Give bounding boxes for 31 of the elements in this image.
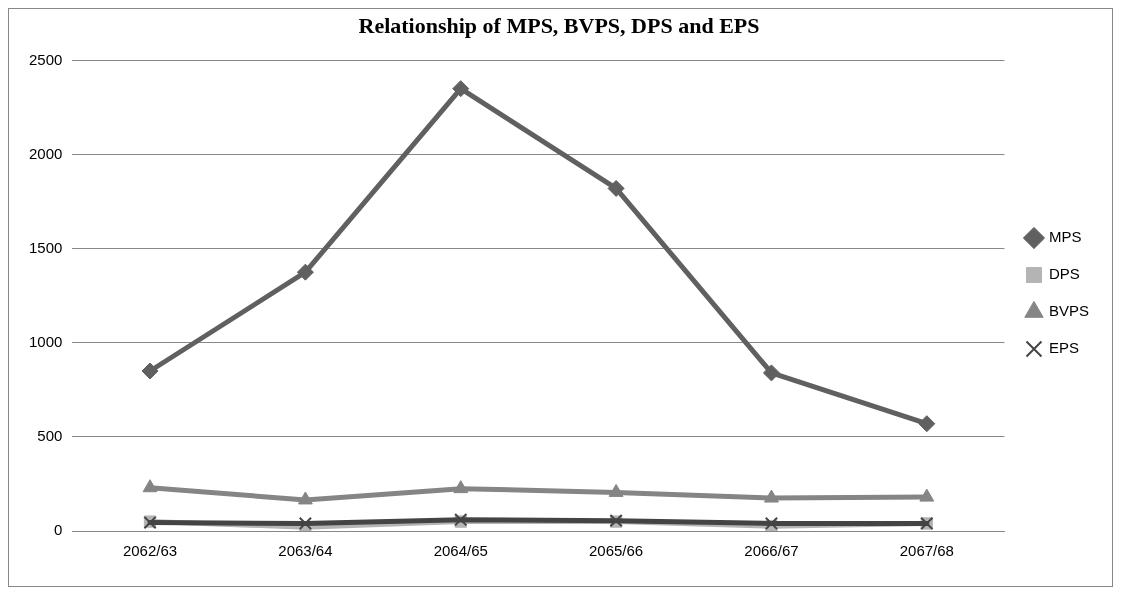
point — [297, 491, 313, 505]
x-tick-label: 2063/64 — [278, 542, 333, 560]
point — [452, 80, 470, 98]
point — [608, 483, 624, 497]
point — [142, 479, 158, 493]
chart-title: Relationship of MPS, BVPS, DPS and EPS — [358, 12, 760, 38]
x-tick-label: 2065/66 — [588, 542, 644, 560]
point — [764, 489, 779, 503]
y-tick-label: 1000 — [28, 332, 63, 350]
legend-label: BVPS — [1048, 302, 1090, 320]
point — [296, 263, 314, 281]
point — [141, 362, 159, 380]
y-tick-label: 2000 — [28, 144, 63, 162]
point — [764, 516, 779, 531]
x-tick-label: 2067/68 — [899, 542, 954, 560]
point — [762, 364, 780, 382]
legend-label: EPS — [1048, 339, 1079, 357]
point — [918, 415, 936, 433]
y-tick-label: 500 — [37, 427, 63, 445]
y-tick-label: 1500 — [28, 238, 63, 256]
y-tick-label: 2500 — [28, 50, 63, 68]
point — [607, 179, 625, 197]
y-tick-label: 0 — [54, 521, 63, 539]
legend-label: MPS — [1048, 228, 1082, 246]
legend-label: DPS — [1048, 265, 1080, 283]
x-tick-label: 2064/65 — [433, 542, 488, 560]
point — [298, 516, 313, 531]
x-tick-label: 2066/67 — [744, 542, 799, 560]
x-tick-label: 2062/63 — [122, 542, 178, 560]
point — [919, 488, 935, 502]
point — [453, 480, 469, 494]
